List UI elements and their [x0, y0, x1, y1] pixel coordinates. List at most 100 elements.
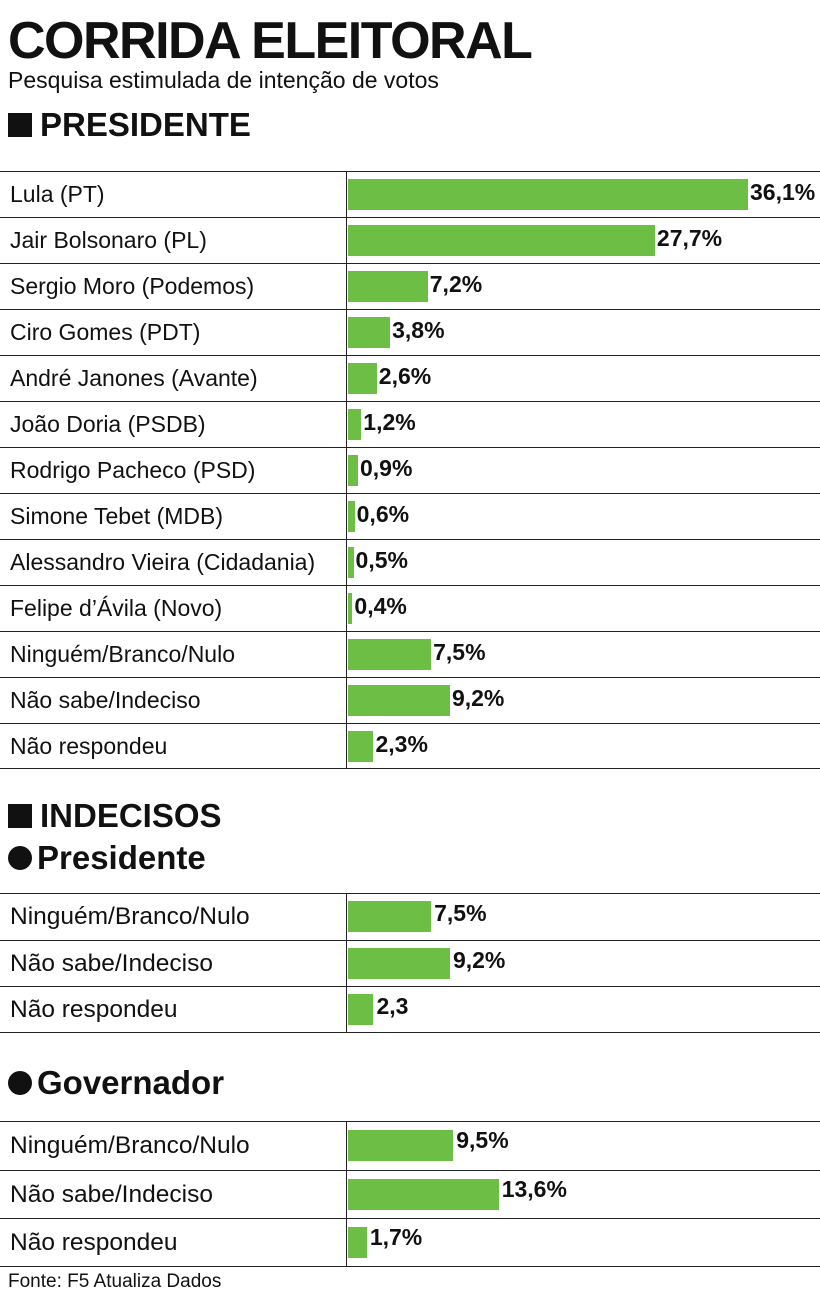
bar-value-label: 2,6% [378, 363, 432, 389]
bar [348, 500, 355, 532]
bar-value-label: 7,2% [429, 271, 483, 297]
bar-cell: 27,7% [346, 218, 820, 263]
circle-bullet-icon [8, 1071, 32, 1095]
bar-value-label: 36,1% [750, 179, 816, 205]
category-label: Jair Bolsonaro (PL) [10, 227, 207, 253]
bar-cell: 13,6% [346, 1170, 820, 1219]
category-label: Ninguém/Branco/Nulo [10, 641, 236, 667]
section-undecided-label: INDECISOS [40, 797, 222, 834]
bar-value-label: 7,5% [433, 639, 486, 665]
table-row: Não sabe/Indeciso 13,6% [0, 1169, 820, 1219]
square-bullet-icon [8, 113, 32, 137]
bar-cell: 1,2% [346, 402, 820, 447]
bar-cell: 0,9% [346, 448, 820, 493]
bar [348, 1129, 454, 1161]
bar-value-label: 7,5% [434, 900, 487, 926]
bar [348, 546, 354, 578]
chart-title: CORRIDA ELEITORAL [8, 12, 533, 70]
category-label: Não sabe/Indeciso [10, 1180, 213, 1208]
category-label: Ninguém/Branco/Nulo [10, 1131, 250, 1159]
table-row: Não sabe/Indeciso 9,2% [0, 677, 820, 723]
bar [348, 362, 377, 394]
bar-cell: 2,3 [346, 987, 820, 1033]
undecided-president-bar-chart: Ninguém/Branco/Nulo 7,5% Não sabe/Indeciso… [0, 893, 820, 1034]
bar-cell: 36,1% [346, 172, 820, 217]
table-row: João Doria (PSDB) 1,2% [0, 401, 820, 447]
table-row: Não respondeu 1,7% [0, 1218, 820, 1268]
bar [348, 224, 655, 256]
subsection-governor-heading: Governador [8, 1064, 224, 1102]
bar [348, 454, 358, 486]
bar-value-label: 27,7% [656, 225, 723, 251]
bar [348, 270, 428, 302]
category-label: André Janones (Avante) [10, 365, 258, 391]
bar-value-label: 13,6% [501, 1175, 567, 1202]
bar [348, 316, 391, 348]
table-row: Ciro Gomes (PDT) 3,8% [0, 309, 820, 355]
bar-cell: 2,3% [346, 724, 820, 768]
bar [348, 592, 353, 624]
bar-value-label: 9,5% [456, 1127, 509, 1153]
section-president-label: PRESIDENTE [40, 106, 251, 143]
bar-cell: 7,2% [346, 264, 820, 309]
bar [348, 730, 374, 762]
table-row: Simone Tebet (MDB) 0,6% [0, 493, 820, 539]
president-bar-chart: Lula (PT) 36,1% Jair Bolsonaro (PL) 27,7% Se… [0, 171, 820, 769]
bar [348, 684, 450, 716]
table-row: Sergio Moro (Podemos) 7,2% [0, 263, 820, 309]
table-row: Rodrigo Pacheco (PSD) 0,9% [0, 447, 820, 493]
bar-value-label: 0,5% [355, 547, 408, 573]
bar-value-label: 2,3 [376, 993, 409, 1020]
category-label: Ciro Gomes (PDT) [10, 319, 201, 345]
category-label: Ninguém/Branco/Nulo [10, 902, 250, 930]
bar-cell: 7,5% [346, 894, 820, 940]
category-label: Não respondeu [10, 995, 178, 1023]
bar-value-label: 0,9% [359, 455, 413, 481]
table-row: Não respondeu 2,3% [0, 723, 820, 769]
circle-bullet-icon [8, 846, 32, 870]
category-label: Alessandro Vieira (Cidadania) [10, 549, 316, 575]
bar-value-label: 9,2% [452, 946, 506, 973]
subsection-president-heading: Presidente [8, 839, 206, 877]
table-row: Jair Bolsonaro (PL) 27,7% [0, 217, 820, 263]
bar-value-label: 0,4% [354, 593, 407, 619]
square-bullet-icon [8, 804, 32, 828]
bar-value-label: 0,6% [356, 501, 410, 527]
category-label: Felipe d’Ávila (Novo) [10, 595, 223, 621]
bar-value-label: 2,3% [375, 731, 428, 757]
bar-cell: 7,5% [346, 632, 820, 677]
bar [348, 178, 748, 210]
table-row: Não respondeu 2,3 [0, 986, 820, 1034]
subsection-president-label: Presidente [37, 839, 206, 876]
bar-value-label: 3,8% [392, 317, 445, 343]
table-row: Alessandro Vieira (Cidadania) 0,5% [0, 539, 820, 585]
category-label: Rodrigo Pacheco (PSD) [10, 457, 256, 483]
bar-cell: 0,6% [346, 494, 820, 539]
bar-cell: 3,8% [346, 310, 820, 355]
category-label: Não respondeu [10, 732, 168, 759]
bar-value-label: 9,2% [451, 685, 505, 711]
bar [348, 1227, 367, 1259]
subsection-governor-label: Governador [37, 1064, 225, 1101]
bar-cell: 0,4% [346, 586, 820, 631]
bar-cell: 9,2% [346, 940, 820, 987]
bar-cell: 9,2% [346, 678, 820, 723]
category-label: Não respondeu [10, 1228, 178, 1256]
section-president-heading: PRESIDENTE [8, 106, 251, 144]
bar [348, 638, 432, 670]
bar [348, 408, 362, 440]
category-label: Simone Tebet (MDB) [10, 503, 224, 529]
bar [348, 947, 450, 979]
table-row: Ninguém/Branco/Nulo 9,5% [0, 1121, 820, 1170]
category-label: Sergio Moro (Podemos) [10, 273, 255, 299]
bar [348, 900, 432, 932]
table-row: Lula (PT) 36,1% [0, 171, 820, 217]
bar-value-label: 1,2% [363, 409, 416, 435]
table-row: Não sabe/Indeciso 9,2% [0, 939, 820, 987]
category-label: Não sabe/Indeciso [10, 687, 201, 713]
undecided-governor-bar-chart: Ninguém/Branco/Nulo 9,5% Não sabe/Indeciso… [0, 1121, 820, 1268]
bar-cell: 1,7% [346, 1219, 820, 1267]
section-undecided-heading: INDECISOS [8, 797, 222, 835]
chart-subtitle: Pesquisa estimulada de intenção de votos [8, 67, 439, 93]
bar-cell: 2,6% [346, 356, 820, 401]
